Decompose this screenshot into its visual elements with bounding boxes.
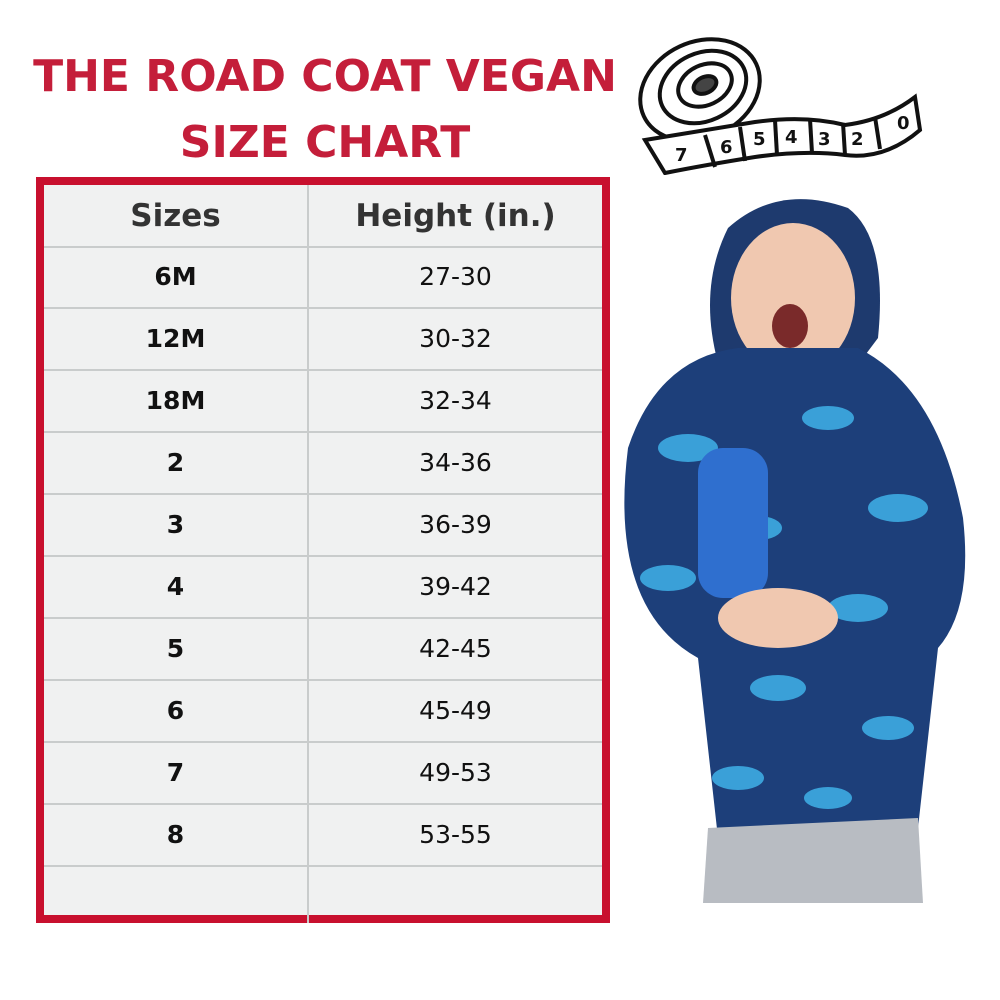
table-row: 18M 32-34: [44, 370, 602, 433]
table-row: 4 39-42: [44, 556, 602, 619]
size-table: Sizes Height (in.) 6M 27-30 12M 30-32 18M 32-…: [36, 177, 610, 923]
size-cell: 5: [44, 618, 309, 679]
height-cell: 34-36: [419, 448, 492, 477]
svg-text:0: 0: [897, 113, 910, 134]
svg-text:5: 5: [753, 129, 766, 150]
size-cell: 7: [44, 742, 309, 803]
child-photo: [624, 199, 966, 903]
svg-text:6: 6: [720, 137, 733, 158]
height-cell: 45-49: [419, 696, 492, 725]
size-cell: 18M: [44, 370, 309, 431]
table-row: [44, 866, 602, 923]
size-cell: 12M: [44, 308, 309, 369]
size-cell: [44, 866, 309, 923]
svg-text:2: 2: [851, 129, 864, 150]
size-cell: 8: [44, 804, 309, 865]
chart-title-line2: SIZE CHART: [179, 117, 471, 168]
table-row: 2 34-36: [44, 432, 602, 495]
table-row: 6M 27-30: [44, 246, 602, 309]
height-cell: 27-30: [419, 262, 492, 291]
height-cell: [309, 866, 602, 923]
size-cell: 2: [44, 432, 309, 493]
height-cell: 30-32: [419, 324, 492, 353]
table-row: 7 49-53: [44, 742, 602, 805]
table-row: 12M 30-32: [44, 308, 602, 371]
table-row: 8 53-55: [44, 804, 602, 867]
svg-text:3: 3: [818, 129, 831, 150]
size-cell: 3: [44, 494, 309, 555]
svg-text:4: 4: [785, 127, 798, 148]
height-cell: 36-39: [419, 510, 492, 539]
table-row: 6 45-49: [44, 680, 602, 743]
height-cell: 49-53: [419, 758, 492, 787]
height-cell: 53-55: [419, 820, 492, 849]
header-height: Height (in.): [355, 197, 556, 234]
size-cell: 6: [44, 680, 309, 741]
size-cell: 4: [44, 556, 309, 617]
table-row: 5 42-45: [44, 618, 602, 681]
height-cell: 42-45: [419, 634, 492, 663]
header-sizes: Sizes: [44, 185, 309, 246]
height-cell: 39-42: [419, 572, 492, 601]
table-header-row: Sizes Height (in.): [44, 185, 602, 248]
svg-text:7: 7: [675, 145, 688, 166]
size-cell: 6M: [44, 246, 309, 307]
chart-title-line1: THE ROAD COAT VEGAN: [33, 51, 617, 102]
table-row: 3 36-39: [44, 494, 602, 557]
height-cell: 32-34: [419, 386, 492, 415]
